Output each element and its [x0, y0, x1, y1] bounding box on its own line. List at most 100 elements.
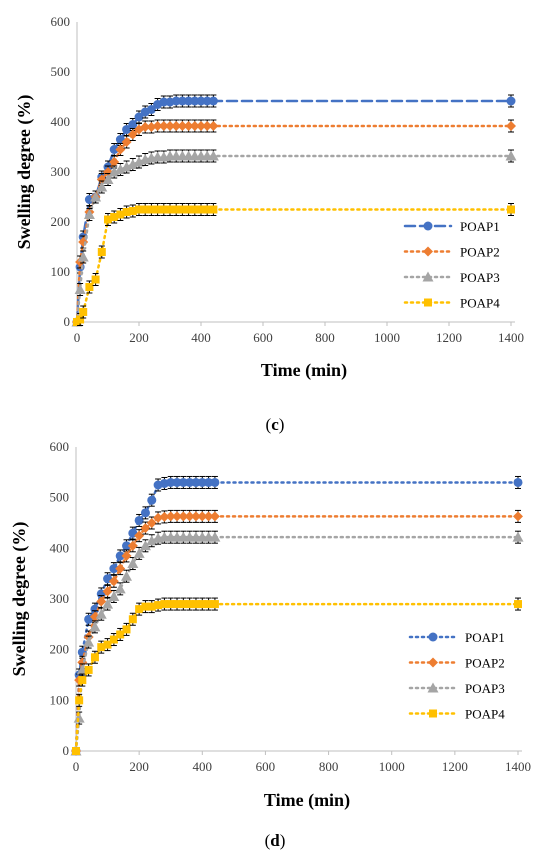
- data-point: [122, 125, 132, 134]
- data-point: [139, 540, 151, 551]
- data-point: [110, 213, 119, 221]
- y-axis-label: Swelling degree (%): [9, 522, 30, 677]
- data-point: [179, 600, 188, 609]
- data-point: [97, 248, 106, 256]
- data-point: [115, 563, 126, 574]
- y-tick-label: 600: [51, 14, 71, 29]
- data-point: [178, 205, 187, 214]
- data-point: [191, 600, 200, 609]
- data-point: [115, 551, 125, 561]
- x-tick-label: 600: [256, 759, 276, 774]
- series-poap3: [71, 149, 517, 327]
- data-point: [159, 97, 169, 107]
- legend-marker: [422, 271, 434, 282]
- y-axis-label: Swelling degree (%): [14, 95, 35, 250]
- data-point: [506, 96, 516, 106]
- data-point: [134, 112, 144, 122]
- data-point: [166, 205, 174, 214]
- data-point: [115, 144, 126, 155]
- data-point: [83, 209, 95, 219]
- data-point: [190, 511, 201, 522]
- y-tick-label: 400: [50, 540, 70, 555]
- chart-c: 0 100 200 300 400 500 600 0 200 400 600 800 1000 1200…: [14, 14, 524, 434]
- x-tick-label: 200: [129, 759, 149, 774]
- data-point: [104, 215, 112, 224]
- data-point: [135, 605, 144, 614]
- legend-marker: [428, 657, 438, 668]
- panel-label: (d): [265, 831, 286, 850]
- data-point: [210, 600, 219, 609]
- y-tick-label: 300: [50, 591, 70, 606]
- data-point: [177, 121, 188, 131]
- data-point: [202, 96, 212, 106]
- data-point: [209, 511, 220, 522]
- data-point: [96, 181, 108, 192]
- data-point: [198, 600, 207, 609]
- data-point: [190, 205, 199, 214]
- data-point: [128, 207, 137, 215]
- data-point: [89, 621, 101, 632]
- data-point: [109, 145, 119, 154]
- data-point: [147, 205, 156, 214]
- data-point: [197, 511, 208, 522]
- x-tick-label: 1000: [379, 759, 405, 774]
- x-tick-label: 1400: [505, 759, 531, 774]
- data-point: [171, 96, 181, 106]
- x-tick-label: 0: [74, 330, 81, 345]
- data-point: [83, 636, 95, 647]
- data-point: [133, 547, 145, 558]
- data-point: [109, 635, 118, 644]
- y-tick-label: 300: [51, 164, 71, 179]
- x-tick-label: 800: [319, 759, 339, 774]
- data-point: [506, 121, 516, 131]
- data-point: [185, 600, 194, 609]
- data-point: [97, 643, 106, 652]
- data-point: [173, 600, 182, 609]
- legend-label: POAP2: [465, 656, 505, 671]
- data-point: [146, 105, 156, 114]
- data-point: [203, 511, 214, 522]
- data-point: [76, 315, 85, 324]
- series-line: [74, 535, 520, 753]
- x-tick-label: 1200: [442, 759, 468, 774]
- data-point: [196, 96, 206, 106]
- data-point: [140, 122, 151, 132]
- data-point: [135, 205, 143, 214]
- data-point: [184, 96, 194, 106]
- legend-label: POAP4: [465, 707, 505, 722]
- series-line: [74, 602, 520, 753]
- series-poap2: [72, 119, 516, 327]
- data-point: [165, 511, 176, 522]
- data-point: [202, 121, 213, 131]
- data-point: [102, 586, 113, 597]
- legend-marker: [424, 298, 432, 307]
- y-tick-label: 0: [64, 314, 71, 329]
- y-tick-label: 100: [51, 264, 71, 279]
- data-point: [134, 530, 145, 541]
- data-point: [184, 205, 193, 214]
- x-tick-label: 1400: [498, 330, 524, 345]
- legend-marker: [423, 246, 433, 257]
- data-point: [204, 600, 213, 609]
- data-point: [140, 523, 151, 534]
- data-point: [153, 512, 164, 523]
- data-point: [152, 121, 163, 131]
- y-tick-label: 200: [50, 642, 70, 657]
- legend-label: POAP3: [465, 681, 505, 696]
- x-tick-label: 1200: [436, 330, 462, 345]
- data-point: [184, 511, 195, 522]
- data-point: [514, 600, 522, 609]
- data-point: [185, 477, 195, 487]
- y-tick-label: 500: [50, 490, 70, 505]
- data-point: [197, 477, 207, 487]
- data-point: [128, 615, 137, 624]
- data-point: [84, 665, 93, 674]
- data-point: [505, 150, 517, 161]
- legend-label: POAP1: [460, 219, 500, 234]
- data-point: [171, 121, 182, 131]
- data-point: [122, 625, 131, 634]
- data-point: [127, 540, 138, 551]
- data-point: [121, 550, 132, 561]
- x-tick-label: 800: [315, 330, 335, 345]
- data-point: [73, 712, 85, 723]
